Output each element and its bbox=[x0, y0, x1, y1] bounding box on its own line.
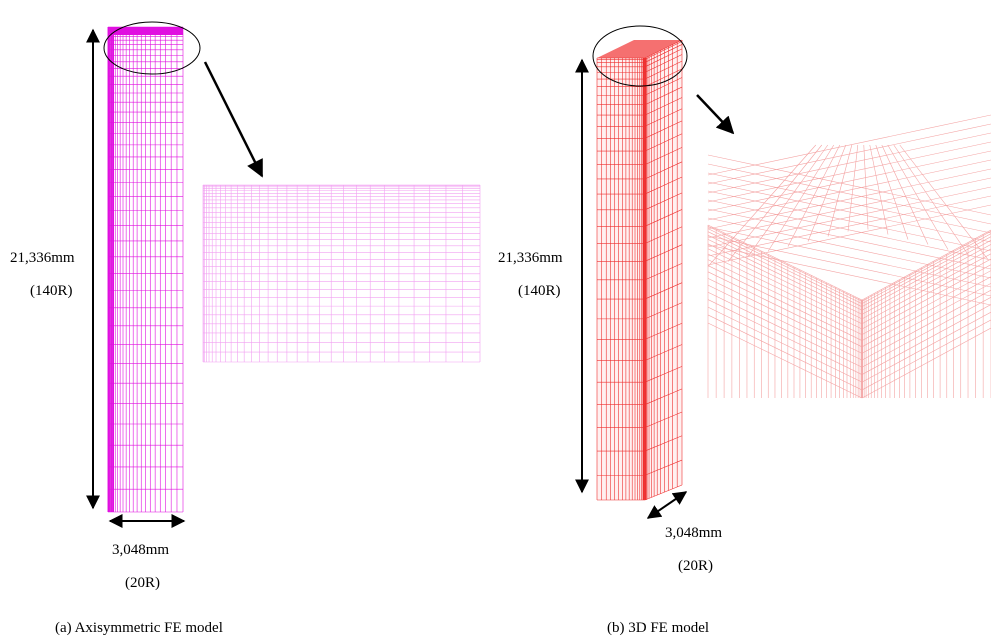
mesh-line bbox=[708, 278, 862, 353]
height-ratio: (140R) bbox=[518, 283, 561, 299]
3d-mesh bbox=[597, 40, 682, 500]
caption: (a) Axisymmetric FE model bbox=[55, 620, 223, 636]
mesh-line bbox=[708, 292, 862, 367]
mesh-line bbox=[708, 151, 991, 211]
mesh-line bbox=[708, 225, 862, 300]
mesh-line bbox=[708, 160, 991, 220]
axisymmetric-mesh-detail bbox=[203, 185, 480, 362]
mesh-face bbox=[645, 40, 682, 500]
mesh-line bbox=[708, 164, 991, 224]
mesh-line bbox=[708, 173, 991, 233]
figure: 21,336mm (140R) 3,048mm (20R) (a) Axisym… bbox=[0, 0, 991, 639]
mesh-line bbox=[708, 155, 991, 215]
mesh-line bbox=[888, 145, 948, 250]
mesh-line bbox=[708, 218, 991, 278]
mesh-line bbox=[862, 249, 991, 319]
mesh-line bbox=[828, 145, 852, 237]
axisymmetric-mesh bbox=[108, 27, 183, 512]
mesh-line bbox=[708, 315, 862, 390]
mesh-line bbox=[708, 191, 991, 251]
mesh-line bbox=[708, 124, 991, 184]
mesh-line bbox=[708, 260, 862, 335]
mesh-line bbox=[708, 249, 862, 324]
mesh-line bbox=[708, 300, 862, 375]
mesh-line bbox=[708, 187, 991, 247]
width-dimension: 3,048mm bbox=[112, 542, 169, 558]
mesh-line bbox=[864, 145, 868, 230]
mesh-line bbox=[708, 307, 862, 382]
mesh-line bbox=[708, 182, 991, 242]
caption: (b) 3D FE model bbox=[607, 620, 709, 636]
mesh-line bbox=[708, 272, 862, 347]
zoom-arrow bbox=[205, 62, 262, 176]
mesh-line bbox=[708, 142, 991, 202]
width-ratio: (20R) bbox=[678, 558, 713, 574]
width-ratio: (20R) bbox=[125, 575, 160, 591]
mesh-line bbox=[708, 323, 862, 398]
mesh-line bbox=[708, 285, 862, 360]
mesh-line bbox=[708, 133, 991, 193]
zoom-arrow bbox=[697, 95, 733, 133]
height-ratio: (140R) bbox=[30, 283, 73, 299]
mesh-line bbox=[862, 237, 991, 307]
height-dimension: 21,336mm bbox=[498, 250, 563, 266]
height-dimension: 21,336mm bbox=[10, 250, 75, 266]
mesh-line bbox=[768, 145, 834, 252]
mesh-line bbox=[708, 115, 991, 175]
mesh-line bbox=[748, 145, 828, 257]
3d-mesh-detail bbox=[708, 115, 991, 398]
mesh-line bbox=[708, 232, 862, 307]
mesh-line bbox=[808, 145, 846, 242]
mesh-line bbox=[708, 236, 991, 296]
width-dimension: 3,048mm bbox=[665, 525, 722, 541]
mesh-line bbox=[862, 234, 991, 304]
mesh-line bbox=[708, 200, 991, 260]
mesh-line bbox=[708, 254, 862, 329]
mesh-line bbox=[708, 244, 862, 319]
